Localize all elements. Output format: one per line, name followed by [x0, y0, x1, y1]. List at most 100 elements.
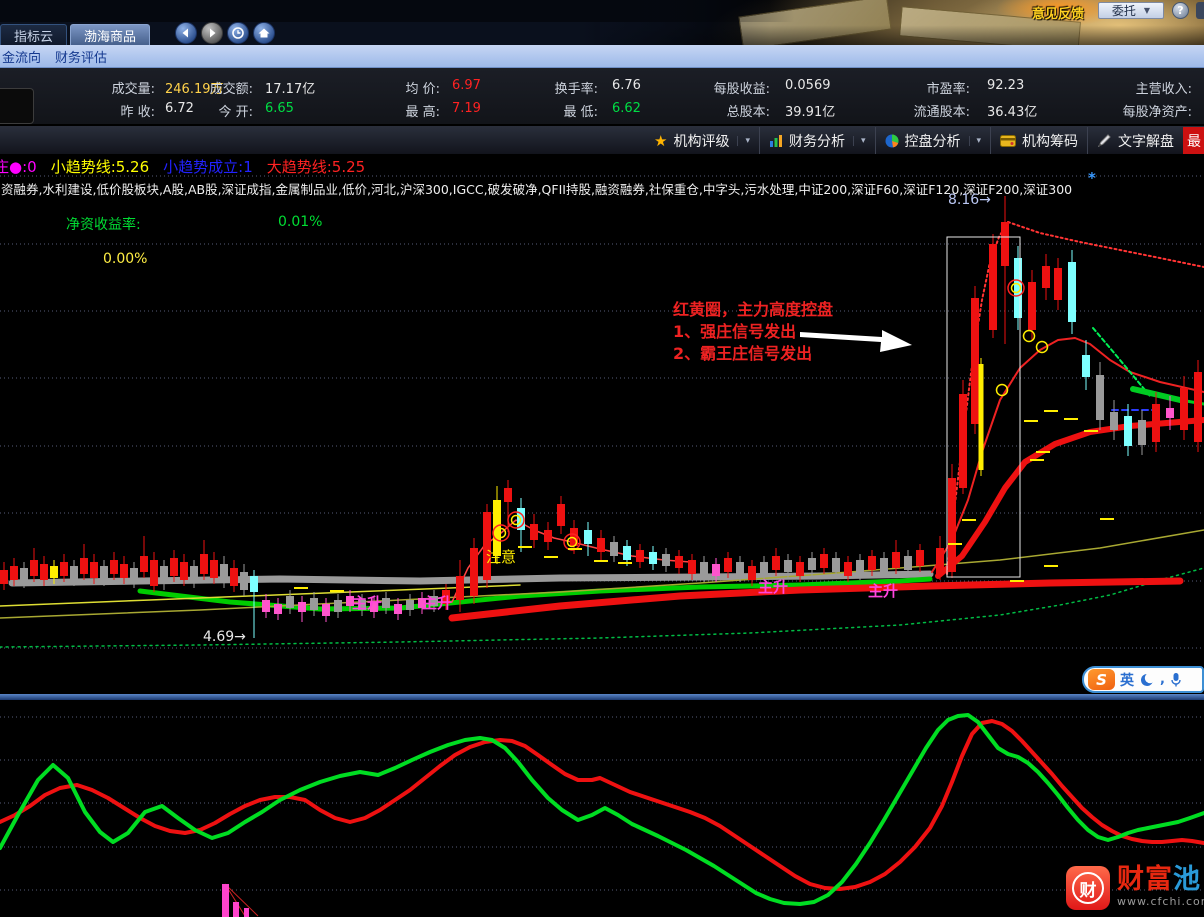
pie-chart-icon	[885, 133, 899, 147]
annotation-arrow	[800, 330, 912, 352]
oscillator-chart	[0, 713, 1204, 917]
toolbar-button-label: 机构评级	[673, 133, 730, 150]
main-rise-label: 主升	[352, 594, 383, 612]
stat-value: 6.97	[452, 78, 481, 93]
stat-value: 6.72	[165, 101, 194, 116]
attention-label: 注意	[486, 548, 517, 566]
chip-card-icon	[1000, 134, 1017, 147]
chevron-down-icon[interactable]: ▾	[737, 135, 750, 146]
arrow-right-icon: →	[234, 629, 246, 645]
arrow-right-icon: →	[979, 192, 991, 208]
window-button[interactable]	[1196, 2, 1204, 19]
stat-value: 17.17亿	[265, 82, 316, 97]
stat-label: 均 价:	[405, 82, 440, 97]
broker-dropdown-label: 委托	[1111, 4, 1136, 18]
bar-chart-icon	[769, 134, 782, 147]
stat-label: 总股本:	[726, 105, 770, 120]
annotation-line: 红黄圈，主力高度控盘	[673, 300, 834, 319]
stats-panel: 成交量: 246.19万 成交额: 17.17亿 均 价: 6.97 换手率: 6.76 每股收…	[0, 68, 1204, 126]
stat-value: 6.65	[265, 101, 294, 116]
microphone-icon[interactable]	[1170, 672, 1182, 688]
small-trend-flag: 小趋势成立:1	[163, 158, 253, 176]
cfchi-brand-text: 财富池	[1117, 864, 1201, 895]
subnav-item-fund-flow[interactable]: 金流向	[2, 50, 42, 66]
toolbar-button-pie[interactable]: 控盘分析 ▾	[876, 127, 992, 154]
sogou-logo-icon[interactable]: S	[1088, 669, 1115, 690]
main-rise-label: 主升	[868, 582, 899, 600]
toolbar-button-pen[interactable]: 文字解盘	[1088, 127, 1185, 154]
stat-label: 每股净资产:	[1122, 105, 1192, 120]
stat-label: 主营收入:	[1135, 82, 1192, 97]
star-marker: *	[1088, 169, 1096, 187]
collapsed-panel-handle[interactable]	[0, 88, 34, 124]
feedback-link[interactable]: 意见反馈	[1032, 7, 1085, 22]
stat-value: 6.62	[612, 101, 641, 116]
small-trend-value: 小趋势线:5.26	[50, 158, 150, 176]
moon-icon[interactable]	[1139, 672, 1155, 688]
broker-dropdown[interactable]: 委托 ▼	[1098, 2, 1164, 19]
stat-label: 换手率:	[554, 82, 598, 97]
home-button[interactable]	[253, 22, 276, 44]
annotation-line: 2、霸王庄信号发出	[673, 344, 813, 363]
concept-tags-line: 资融券,水利建设,低价股板块,A股,AB股,深证成指,金属制品业,低价,河北,沪…	[1, 182, 1073, 197]
ime-punctuation-toggle[interactable]: ,	[1160, 672, 1165, 687]
stat-label: 最 低:	[563, 105, 598, 120]
toolbar-button-star[interactable]: ★ 机构评级 ▾	[645, 127, 760, 154]
roe-value-secondary: 0.00%	[103, 251, 148, 267]
tab-indicator-cloud[interactable]: 指标云	[0, 24, 68, 45]
stat-label: 市盈率:	[926, 82, 970, 97]
nav-buttons	[175, 22, 276, 44]
toolbar-button-label: 控盘分析	[904, 133, 961, 150]
stat-label: 今 开:	[218, 105, 253, 120]
main-rise-label: 主升	[758, 578, 789, 596]
big-trend-value: 大趋势线:5.25	[266, 158, 366, 176]
stat-value: 36.43亿	[987, 105, 1038, 120]
toolbar-button-label: 机构筹码	[1022, 133, 1079, 150]
tab-bar: 指标云 渤海商品	[0, 22, 1204, 45]
analysis-toolbar: ★ 机构评级 ▾ 财务分析 ▾ 控盘分析 ▾ 机构筹码 文字解盘 最	[0, 126, 1204, 155]
title-bar: 意见反馈 委托 ▼ ?	[0, 0, 1204, 22]
stat-label: 每股收益:	[713, 82, 770, 97]
analyst-annotation: 红黄圈，主力高度控盘 1、强庄信号发出 2、霸王庄信号发出	[673, 299, 833, 365]
chevron-down-icon: ▼	[1143, 6, 1151, 15]
stat-value: 246.19万	[165, 82, 224, 97]
help-button[interactable]: ?	[1172, 2, 1189, 19]
chevron-down-icon[interactable]: ▾	[968, 135, 981, 146]
toolbar-button-label: 文字解盘	[1118, 133, 1175, 150]
toolbar-button-chart[interactable]: 财务分析 ▾	[760, 127, 876, 154]
pencil-icon	[1097, 134, 1111, 148]
main-rise-label: 主升	[422, 594, 453, 612]
corner-button[interactable]: 最	[1183, 127, 1204, 154]
low-price-label: 4.69→	[203, 629, 246, 645]
stat-value: 6.76	[612, 78, 641, 93]
panel-divider[interactable]	[0, 694, 1204, 700]
toolbar-button-label: 财务分析	[788, 133, 845, 150]
stat-value: 92.23	[987, 78, 1025, 93]
main-candlestick-chart	[0, 175, 1204, 649]
toolbar-buttons: ★ 机构评级 ▾ 财务分析 ▾ 控盘分析 ▾ 机构筹码 文字解盘	[645, 127, 1185, 154]
tab-bohai-commodity[interactable]: 渤海商品	[70, 24, 151, 45]
cfchi-badge-icon: 财	[1066, 866, 1110, 910]
toolbar-button-card[interactable]: 机构筹码	[991, 127, 1089, 154]
roe-label: 净资收益率:	[66, 217, 141, 233]
indicator-status-line: 庄●:0 小趋势线:5.26 小趋势成立:1 大趋势线:5.25	[0, 156, 366, 176]
cfchi-url: www.cfchi.com	[1117, 895, 1204, 908]
stat-value: 0.0569	[785, 78, 831, 93]
chevron-down-icon[interactable]: ▾	[852, 135, 866, 146]
ime-language-toggle[interactable]: 英	[1120, 672, 1134, 689]
stat-label: 成交量:	[111, 82, 155, 97]
banker-indicator: 庄●:0	[0, 158, 37, 176]
stat-value: 7.19	[452, 101, 481, 116]
ime-toolbar[interactable]: S 英 ,	[1082, 666, 1204, 693]
subnav-bar: 金流向 财务评估	[0, 45, 1204, 68]
stat-value: 39.91亿	[785, 105, 836, 120]
cfchi-logo[interactable]: 财 财富池 www.cfchi.com	[1066, 866, 1204, 910]
annotation-line: 1、强庄信号发出	[673, 322, 797, 341]
forward-button[interactable]	[201, 22, 224, 44]
stat-label: 昨 收:	[120, 105, 155, 120]
stat-label: 最 高:	[405, 105, 440, 120]
subnav-item-finance-eval[interactable]: 财务评估	[55, 50, 108, 66]
history-clock-button[interactable]	[227, 22, 250, 44]
back-button[interactable]	[175, 22, 198, 44]
